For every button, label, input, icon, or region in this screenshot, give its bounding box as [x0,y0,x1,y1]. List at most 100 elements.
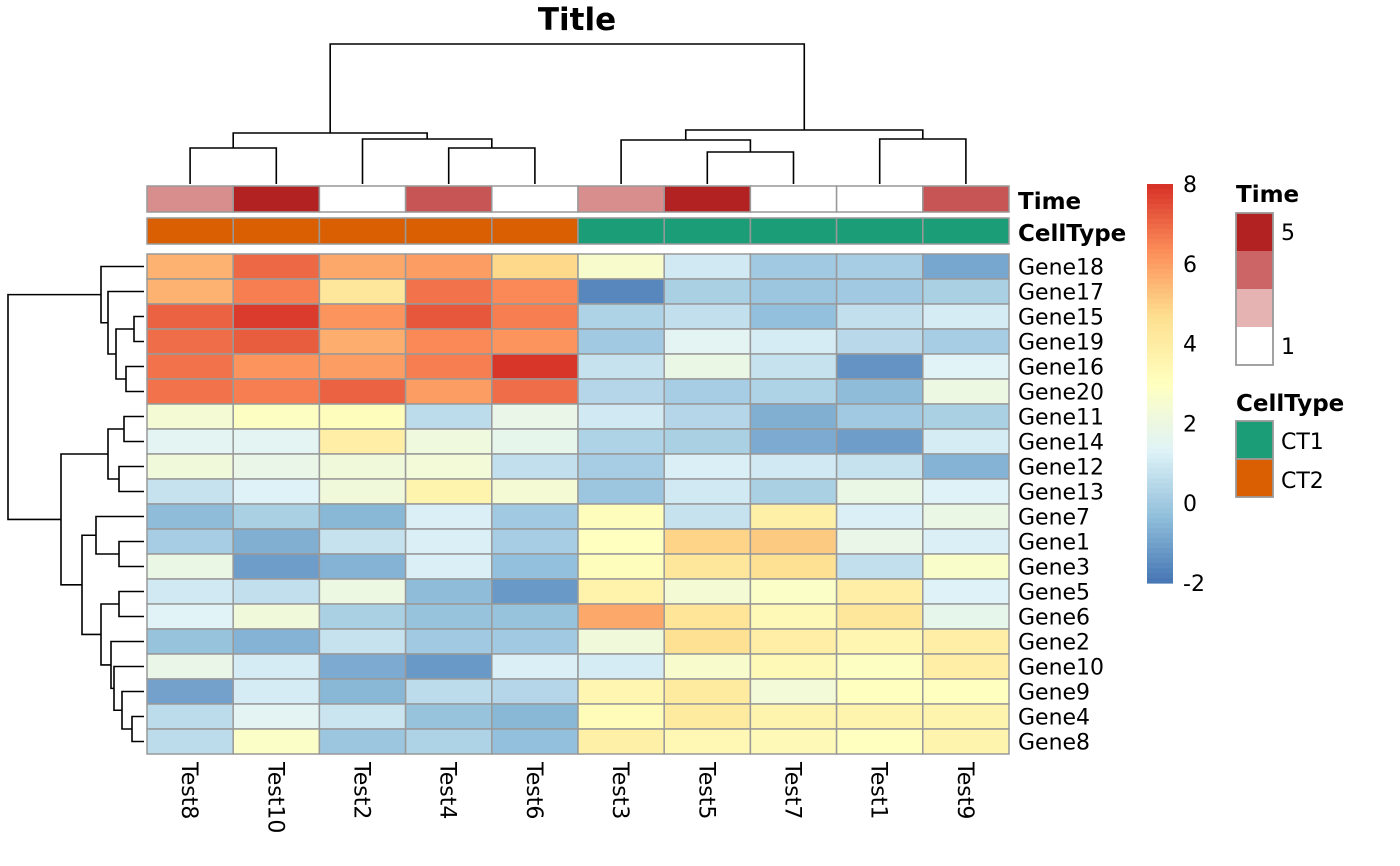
heatmap-cell [922,528,1010,555]
column-label: Test3 [607,761,632,819]
celltype-legend-swatch [1235,420,1274,460]
row-dendrogram-branch [131,715,144,743]
heatmap-cell [835,253,924,280]
row-dendrogram-branch [118,590,144,618]
colorbar-segment [1147,483,1173,489]
heatmap-cell [835,628,924,655]
column-label: Test5 [693,761,718,819]
heatmap-cell [663,253,752,280]
heatmap-cell [318,253,407,280]
colorbar-tick-label: 8 [1183,173,1197,198]
heatmap-cell [232,578,321,605]
heatmap-cell [749,353,838,380]
column-dendrogram-branch [620,139,752,184]
heatmap-cell [232,403,321,430]
heatmap-cell [749,453,838,480]
heatmap-cell [922,503,1010,530]
annotation-label-time: Time [1018,189,1081,215]
heatmap-cell [577,428,665,455]
column-dendrogram-branch [706,151,795,184]
colorbar-segment [1147,528,1173,534]
heatmap-cell [318,428,407,455]
colorbar-segment [1147,223,1173,230]
heatmap-cell [749,528,838,555]
heatmap-cell [663,678,752,705]
colorbar-segment [1147,233,1173,240]
heatmap-cell [146,428,234,455]
heatmap-cell [749,253,838,280]
heatmap-cell [663,428,752,455]
colorbar-segment [1147,508,1173,514]
colorbar-segment [1147,343,1173,350]
column-dendrogram-branch [361,138,493,184]
colorbar-segment [1147,373,1173,380]
heatmap-cell [146,278,234,305]
annotation-cell-time [835,185,924,213]
heatmap-cell [318,403,407,430]
colorbar-segment [1147,408,1173,415]
annotation-label-celltype: CellType [1018,221,1126,247]
heatmap-cell [491,578,579,605]
colorbar-segment [1147,333,1173,340]
heatmap-cell [232,328,321,355]
colorbar-segment [1147,203,1173,210]
colorbar-segment [1147,568,1173,574]
column-label: Test1 [866,761,891,819]
colorbar-segment [1147,238,1173,245]
heatmap-cell [232,303,321,330]
column-labels: Test8 Test10 Test2 Test4 Test6 Test3 Test5 Test… [176,761,977,833]
heatmap-cell [146,403,234,430]
colorbar-segment [1147,488,1173,494]
column-label: Test8 [176,761,201,819]
heatmap-cell [835,728,924,755]
heatmap-cell [318,478,407,505]
heatmap-cell [146,253,234,280]
column-dendrogram [189,43,967,184]
time-legend-title: Time [1236,182,1299,208]
heatmap-cell [663,478,752,505]
heatmap-cell [318,528,407,555]
row-dendrogram-branch [110,640,144,690]
heatmap-cell [318,503,407,530]
heatmap-cell [749,728,838,755]
colorbar-segment [1147,503,1173,509]
heatmap-cell [146,678,234,705]
heatmap-cell [922,378,1010,405]
heatmap-cell [232,728,321,755]
row-label: Gene3 [1018,556,1090,581]
heatmap-cell [663,403,752,430]
heatmap-cell [318,328,407,355]
colorbar-segment [1147,348,1173,355]
colorbar-segment [1147,548,1173,554]
colorbar-segment [1147,308,1173,315]
colorbar-segment [1147,538,1173,544]
heatmap-cell [835,603,924,630]
heatmap-cell [146,353,234,380]
column-label: Test6 [521,761,546,819]
time-legend-bottom-label: 1 [1281,335,1295,360]
heatmap-cell [146,528,234,555]
heatmap-cell [232,628,321,655]
colorbar-tick-label: 4 [1183,333,1197,358]
heatmap-cell [922,678,1010,705]
colorbar-segment [1147,563,1173,569]
heatmap-cell [146,328,234,355]
time-legend-top-label: 5 [1281,221,1295,246]
heatmap-cell [577,628,665,655]
colorbar-segment [1147,473,1173,479]
heatmap-cell [232,528,321,555]
colorbar-segment [1147,218,1173,225]
heatmap-cell [922,278,1010,305]
annotation-cell-time [232,185,321,213]
row-label: Gene2 [1018,631,1090,656]
time-legend: Time 5 1 [1235,182,1299,366]
row-label: Gene5 [1018,581,1090,606]
annotation-cell-celltype [146,217,234,245]
heatmap-cell [835,528,924,555]
celltype-legend-swatch [1235,458,1274,498]
heatmap-cell [318,603,407,630]
annotation-cell-celltype [922,217,1010,245]
column-label: Test4 [435,761,460,819]
heatmap-cell [318,303,407,330]
colorbar-segment [1147,458,1173,464]
